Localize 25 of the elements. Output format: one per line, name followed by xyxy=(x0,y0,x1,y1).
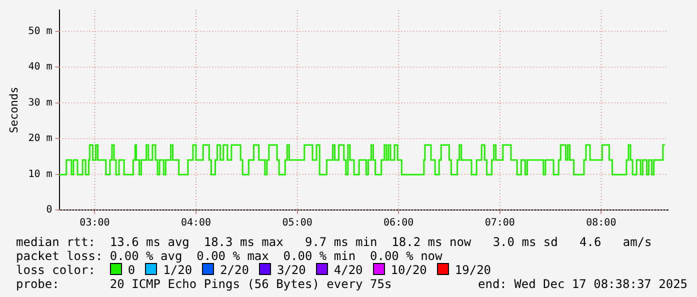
x-tick-label: 05:00 xyxy=(282,218,312,229)
legend-title: loss color: xyxy=(16,263,96,277)
x-tick-label: 03:00 xyxy=(80,218,110,229)
legend-label: 10/20 xyxy=(390,263,427,277)
y-tick-label: 0 xyxy=(46,204,52,216)
y-axis-title: Seconds xyxy=(7,86,20,134)
y-tick-label: 10 m xyxy=(28,168,52,180)
x-tick-label: 04:00 xyxy=(180,218,212,229)
legend-label: 19/20 xyxy=(454,263,492,277)
legend-label: 4/20 xyxy=(334,263,363,277)
text: probe: 20 ICMP Echo Pings (56 Bytes) every 75s xyxy=(16,277,392,291)
text: packet loss: 0.00 % avg 0.00 % max 0.00 % min 0.00 % now xyxy=(16,249,442,263)
legend-label: 2/20 xyxy=(220,263,249,277)
x-tick-label: 06:00 xyxy=(384,218,414,229)
y-tick-label: 30 m xyxy=(28,97,52,108)
legend-label: 0 xyxy=(128,263,136,277)
legend-label: 3/20 xyxy=(276,263,306,277)
text: end: Wed Dec 17 08:38:37 2025 xyxy=(478,277,688,291)
y-tick-label: 20 m xyxy=(28,133,52,144)
text: median rtt: 13.6 ms avg 18.3 ms max 9.7 ms min 18.2 ms now 3.0 ms sd 4.6 am/s xyxy=(16,235,652,249)
x-tick-label: 08:00 xyxy=(586,218,616,229)
y-tick-label: 50 m xyxy=(28,26,52,38)
y-tick-label: 40 m xyxy=(28,62,52,73)
x-tick-label: 07:00 xyxy=(484,218,515,229)
legend-label: 1/20 xyxy=(163,263,192,277)
